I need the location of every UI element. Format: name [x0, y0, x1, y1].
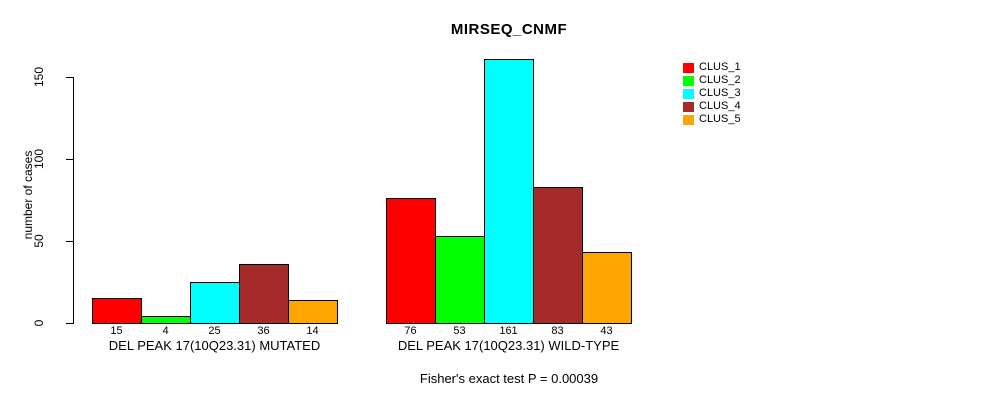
bar-value-label: 36 [257, 325, 270, 337]
bar-clus_5-group2 [582, 252, 632, 324]
y-axis-tick-label: 50 [32, 234, 46, 248]
bar-value-label: 25 [208, 325, 221, 337]
y-axis-tick-label: 100 [32, 148, 46, 170]
bar-value-label: 76 [404, 325, 417, 337]
y-axis-tick [66, 159, 73, 160]
legend-row-clus_5: CLUS_5 [683, 113, 741, 126]
bar-clus_2-group2 [435, 236, 485, 324]
y-axis-tick-label: 0 [32, 319, 46, 327]
legend-swatch-icon [683, 75, 694, 86]
y-axis-tick [66, 241, 73, 242]
legend-row-clus_1: CLUS_1 [683, 61, 741, 74]
bar-value-label: 83 [551, 325, 564, 337]
y-axis-tick [66, 77, 73, 78]
fisher-test-annotation: Fisher's exact test P = 0.00039 [419, 371, 599, 386]
legend-swatch-icon [683, 88, 694, 99]
bar-clus_1-group2 [386, 198, 436, 324]
bar-value-label: 43 [600, 325, 613, 337]
bar-clus_3-group1 [190, 282, 240, 324]
bar-value-label: 4 [162, 325, 169, 337]
bar-clus_1-group1 [92, 298, 142, 324]
y-axis-tick-label: 150 [32, 66, 46, 88]
x-group-label: DEL PEAK 17(10Q23.31) MUTATED [108, 338, 321, 353]
legend-label: CLUS_4 [699, 100, 741, 112]
chart-title: MIRSEQ_CNMF [450, 21, 568, 38]
legend-swatch-icon [683, 62, 694, 73]
legend: CLUS_1 CLUS_2 CLUS_3 CLUS_4 CLUS_5 [683, 61, 741, 126]
legend-swatch-icon [683, 101, 694, 112]
bar-clus_3-group2 [484, 59, 534, 324]
bar-value-label: 15 [110, 325, 123, 337]
bar-value-label: 14 [306, 325, 319, 337]
legend-row-clus_2: CLUS_2 [683, 74, 741, 87]
legend-label: CLUS_5 [699, 113, 741, 125]
bar-clus_2-group1 [141, 316, 191, 324]
legend-swatch-icon [683, 114, 694, 125]
legend-label: CLUS_3 [699, 87, 741, 99]
legend-row-clus_3: CLUS_3 [683, 87, 741, 100]
bar-clus_5-group1 [288, 300, 338, 324]
legend-row-clus_4: CLUS_4 [683, 100, 741, 113]
x-group-label: DEL PEAK 17(10Q23.31) WILD-TYPE [397, 338, 620, 353]
legend-label: CLUS_2 [699, 74, 741, 86]
bar-clus_4-group1 [239, 264, 289, 324]
y-axis-line [73, 77, 74, 324]
bar-clus_4-group2 [533, 187, 583, 324]
bar-value-label: 53 [453, 325, 466, 337]
legend-label: CLUS_1 [699, 61, 741, 73]
bar-value-label: 161 [499, 325, 518, 337]
y-axis-tick [66, 323, 73, 324]
